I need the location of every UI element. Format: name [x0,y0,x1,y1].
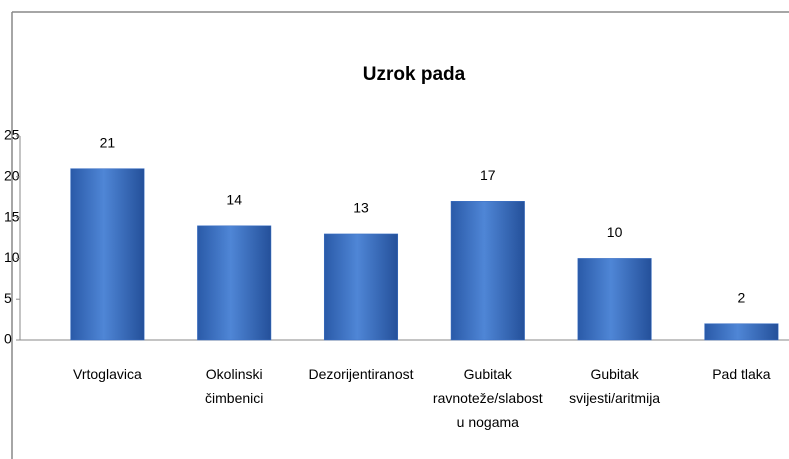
chart-title: Uzrok pada [363,64,466,85]
y-tick-label: 15 [4,208,20,224]
data-label: 2 [738,289,746,305]
data-label: 10 [607,224,623,240]
x-tick-label: Okolinski čimbenici [205,366,263,406]
y-tick-label: 20 [4,168,20,184]
y-tick-label: 0 [4,331,12,347]
y-tick-label: 25 [4,127,20,143]
bar [70,168,145,341]
data-label: 14 [226,191,242,207]
data-label: 13 [353,200,369,216]
bar [577,258,652,341]
x-tick-label: Dezorijentiranost [308,366,413,382]
bar [323,233,399,341]
x-tick-label: Vrtoglavica [73,366,142,382]
bar [704,323,779,341]
bar [450,201,525,341]
x-tick-label: Gubitak svijesti/aritmija [569,366,660,406]
y-tick-label: 10 [4,249,20,265]
x-tick-label: Gubitak ravnoteže/slabost u nogama [433,366,543,430]
y-tick-label: 5 [4,290,12,306]
bar [197,225,272,341]
x-tick-label: Pad tlaka [712,366,771,382]
data-label: 21 [100,134,116,150]
data-label: 17 [480,167,496,183]
